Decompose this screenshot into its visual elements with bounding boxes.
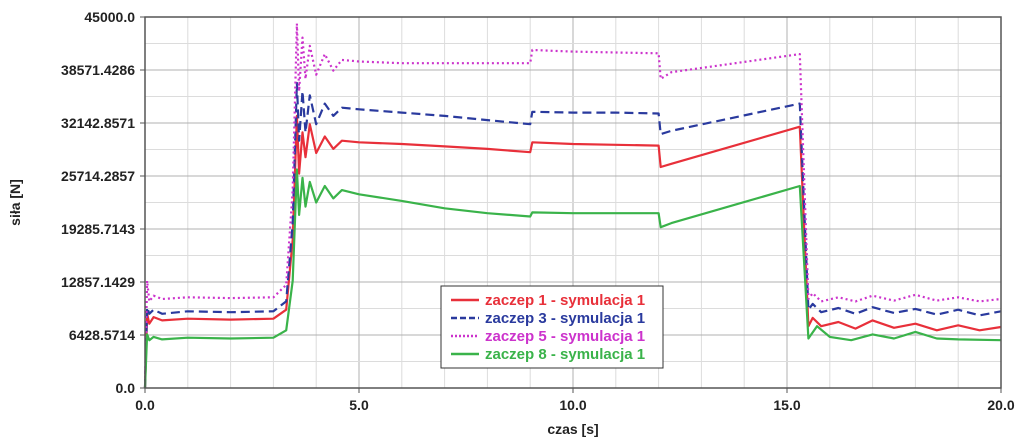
x-tick-label: 15.0 — [773, 397, 800, 413]
series-line-3 — [143, 22, 1002, 389]
series-line-4 — [143, 168, 1002, 389]
axis-ticks: 0.0 5.0 10.0 15.0 20.0 0.0 6428.5714 12857.1429… — [61, 9, 1015, 413]
legend-label-1: zaczep 1 - symulacja 1 — [485, 292, 645, 309]
y-tick-label: 45000.0 — [84, 9, 135, 25]
x-tick-label: 0.0 — [135, 397, 155, 413]
x-tick-label: 20.0 — [987, 397, 1014, 413]
x-tick-label: 10.0 — [559, 397, 586, 413]
grid-lines — [145, 17, 1001, 388]
legend-label-4: zaczep 8 - symulacja 1 — [485, 346, 645, 363]
y-tick-label: 19285.7143 — [61, 221, 135, 237]
x-axis-title: czas [s] — [547, 421, 598, 437]
y-tick-label: 32142.8571 — [61, 115, 135, 131]
y-axis-title: siła [N] — [7, 179, 23, 226]
series-lines — [143, 22, 1002, 389]
x-tick-label: 5.0 — [349, 397, 369, 413]
series-line-2 — [143, 81, 1002, 389]
legend-label-3: zaczep 5 - symulacja 1 — [485, 328, 645, 345]
y-tick-label: 25714.2857 — [61, 168, 135, 184]
y-tick-label: 0.0 — [116, 380, 136, 396]
y-tick-label: 6428.5714 — [69, 327, 135, 343]
y-tick-label: 38571.4286 — [61, 62, 135, 78]
legend-label-2: zaczep 3 - symulacja 1 — [485, 310, 645, 327]
series-line-1 — [143, 114, 1002, 389]
y-tick-label: 12857.1429 — [61, 274, 135, 290]
